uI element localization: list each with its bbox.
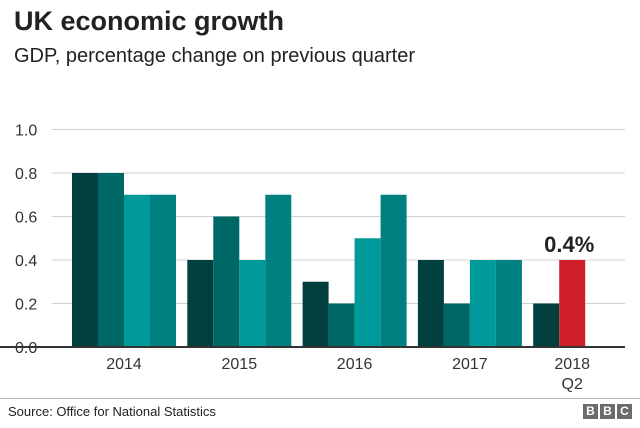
bar-chart: 0.0 0.2 0.4 0.6 0.8 1.0 2014 2015 2016 2017 0.4% 20… <box>0 123 625 393</box>
y-tick-label: 0.2 <box>15 297 37 314</box>
bar-2014-q2 <box>98 173 124 347</box>
footer-divider <box>0 398 640 399</box>
chart-title: UK economic growth <box>14 6 285 36</box>
x-tick-label: 2016 <box>337 356 373 373</box>
bar-2014-q3 <box>124 194 150 347</box>
y-tick-label: 0.4 <box>15 253 37 270</box>
x-tick-label: 2018 <box>554 356 590 373</box>
x-tick-label: 2015 <box>222 356 258 373</box>
bar-2016-q3 <box>354 238 381 347</box>
bar-2015-q4 <box>265 194 292 347</box>
x-tick-label: 2017 <box>452 356 488 373</box>
source-text: Source: Office for National Statistics <box>8 404 216 419</box>
bar-2017-q4 <box>495 260 522 347</box>
y-tick-label: 0.8 <box>15 166 37 183</box>
annotation-label: 0.4% <box>544 232 594 257</box>
y-tick-label: 1.0 <box>15 123 37 140</box>
y-tick-label: 0.6 <box>15 210 37 227</box>
bar-2016-q1 <box>302 281 329 347</box>
bar-2014-q1 <box>72 173 98 347</box>
x-tick-label: 2014 <box>106 356 142 373</box>
bar-2017-q2 <box>443 303 470 347</box>
bar-2018-q2 <box>559 260 586 347</box>
bar-2015-q3 <box>239 260 266 347</box>
bar-2016-q4 <box>380 194 407 347</box>
y-tick-label: 0.0 <box>15 340 37 357</box>
bar-2016-q2 <box>328 303 355 347</box>
chart-subtitle: GDP, percentage change on previous quart… <box>14 45 416 67</box>
bar-2017-q1 <box>417 260 444 347</box>
bar-2018-q1 <box>533 303 560 347</box>
bar-2015-q2 <box>213 216 240 347</box>
x-tick-sublabel: Q2 <box>562 376 583 393</box>
bar-2014-q4 <box>150 194 176 347</box>
bar-2017-q3 <box>469 260 496 347</box>
bar-2015-q1 <box>187 260 214 347</box>
